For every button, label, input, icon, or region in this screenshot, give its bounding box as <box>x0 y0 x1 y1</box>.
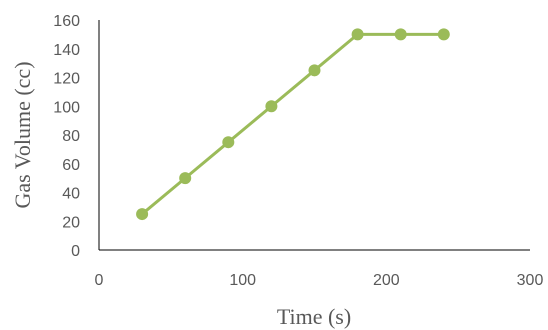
data-point <box>136 208 149 221</box>
data-point <box>265 100 278 113</box>
x-tick-label: 300 <box>517 272 544 289</box>
plot-area <box>136 28 450 221</box>
data-point <box>394 28 407 41</box>
y-tick-label: 60 <box>62 157 80 174</box>
x-tick-labels: 0 100 200 300 <box>95 272 544 289</box>
y-tick-label: 20 <box>62 214 80 231</box>
data-point <box>179 172 192 185</box>
y-tick-label: 40 <box>62 186 80 203</box>
x-tick-label: 200 <box>373 272 400 289</box>
y-tick-label: 0 <box>71 243 80 260</box>
y-tick-label: 160 <box>53 13 80 30</box>
data-point <box>222 136 235 149</box>
x-tick-label: 100 <box>229 272 256 289</box>
series-line <box>141 32 444 216</box>
y-tick-label: 100 <box>53 99 80 116</box>
x-tick-label: 0 <box>95 272 104 289</box>
data-point <box>308 64 321 77</box>
data-point <box>351 28 364 41</box>
y-tick-label: 140 <box>53 42 80 59</box>
y-tick-label: 120 <box>53 71 80 88</box>
y-axis: 0 20 40 60 80 100 120 140 160 <box>53 13 100 260</box>
y-axis-title: Gas Volume (cc) <box>10 61 35 208</box>
data-point <box>437 28 450 41</box>
x-axis: 0 100 200 300 <box>95 249 544 289</box>
x-axis-title: Time (s) <box>277 304 351 329</box>
y-tick-labels: 0 20 40 60 80 100 120 140 160 <box>53 13 80 260</box>
y-tick-label: 80 <box>62 128 80 145</box>
